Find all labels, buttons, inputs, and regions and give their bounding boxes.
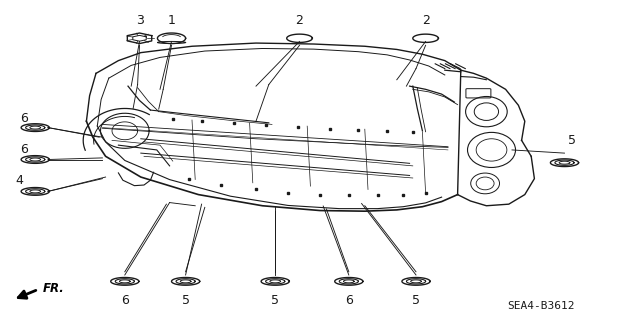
Text: FR.: FR. xyxy=(43,282,65,295)
Text: 2: 2 xyxy=(422,14,429,27)
Text: 4: 4 xyxy=(15,174,23,187)
Text: 2: 2 xyxy=(296,14,303,27)
Text: 5: 5 xyxy=(182,294,189,307)
Text: 1: 1 xyxy=(168,14,175,27)
Text: 3: 3 xyxy=(136,14,143,27)
Text: 5: 5 xyxy=(271,294,279,307)
Text: 6: 6 xyxy=(345,294,353,307)
Text: SEA4-B3612: SEA4-B3612 xyxy=(507,300,575,311)
Text: 5: 5 xyxy=(412,294,420,307)
Text: 6: 6 xyxy=(121,294,129,307)
Text: 6: 6 xyxy=(20,112,28,124)
Text: 6: 6 xyxy=(20,144,28,156)
Text: 5: 5 xyxy=(568,134,575,147)
